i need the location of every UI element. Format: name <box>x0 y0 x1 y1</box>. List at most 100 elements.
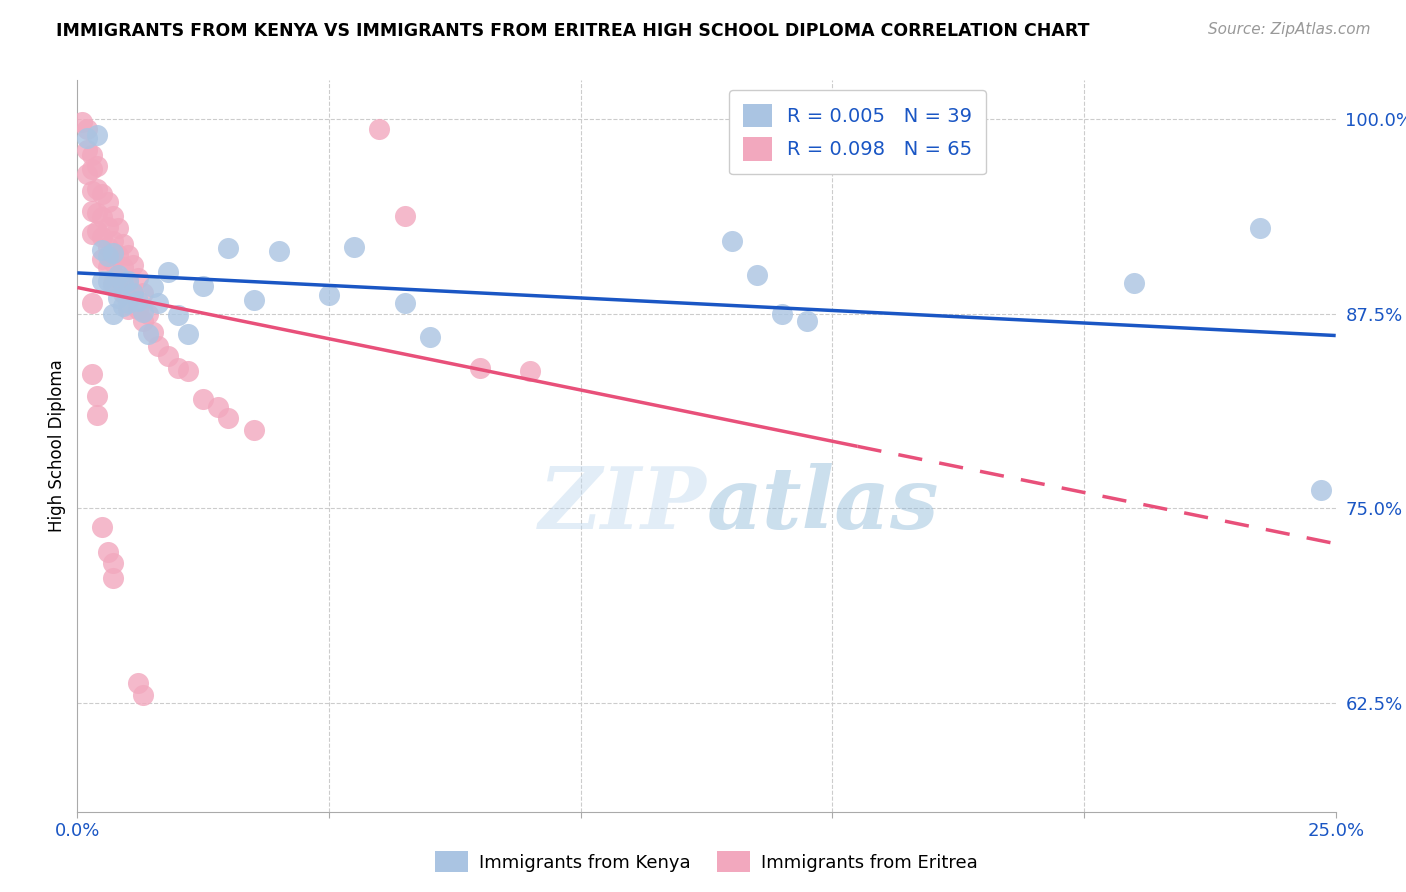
Point <box>82 368 104 382</box>
Point <box>91 211 114 225</box>
Point <box>132 314 155 328</box>
Point <box>111 260 134 274</box>
Point <box>82 227 104 242</box>
Point <box>121 259 143 273</box>
Point <box>86 389 108 403</box>
Point <box>86 224 108 238</box>
Point <box>136 307 159 321</box>
Point <box>101 276 124 290</box>
Point <box>1309 483 1331 497</box>
Point <box>745 268 768 282</box>
Point <box>111 299 134 313</box>
Point <box>86 182 108 196</box>
Point <box>86 205 108 219</box>
Point <box>468 361 491 376</box>
Point <box>167 361 190 376</box>
Point <box>107 268 129 282</box>
Point <box>117 274 139 288</box>
Point <box>191 278 215 293</box>
Point <box>91 243 114 257</box>
Point <box>101 234 124 248</box>
Point <box>91 274 114 288</box>
Point <box>107 221 129 235</box>
Point <box>96 194 118 209</box>
Point <box>111 236 134 251</box>
Point <box>121 286 143 301</box>
Point <box>82 161 104 176</box>
Point <box>368 121 391 136</box>
Point <box>101 307 124 321</box>
Text: IMMIGRANTS FROM KENYA VS IMMIGRANTS FROM ERITREA HIGH SCHOOL DIPLOMA CORRELATION: IMMIGRANTS FROM KENYA VS IMMIGRANTS FROM… <box>56 22 1090 40</box>
Point <box>132 305 155 319</box>
Point <box>167 308 190 322</box>
Point <box>117 295 139 310</box>
Point <box>96 240 118 254</box>
Point <box>394 209 416 223</box>
Point <box>101 255 124 269</box>
Point <box>82 148 104 162</box>
Point <box>1249 221 1271 235</box>
Point <box>156 349 179 363</box>
Point <box>156 265 179 279</box>
Point <box>127 301 149 316</box>
Point <box>242 424 264 438</box>
Point <box>107 271 129 285</box>
Point <box>111 286 134 301</box>
Text: ZIP: ZIP <box>538 463 707 546</box>
Point <box>267 244 290 259</box>
Point <box>76 167 98 181</box>
Point <box>96 249 118 263</box>
Point <box>242 293 264 307</box>
Point <box>76 144 98 158</box>
Point <box>111 276 134 290</box>
Point <box>177 326 200 341</box>
Point <box>86 408 108 422</box>
Point <box>132 688 155 702</box>
Point <box>76 131 98 145</box>
Point <box>107 247 129 261</box>
Point <box>191 392 215 407</box>
Point <box>101 556 124 570</box>
Point <box>91 252 114 267</box>
Point <box>796 314 818 328</box>
Point <box>720 234 742 248</box>
Point <box>146 339 169 353</box>
Point <box>86 128 108 142</box>
Point <box>177 364 200 378</box>
Point <box>343 240 366 254</box>
Point <box>1123 276 1146 290</box>
Point <box>91 186 114 201</box>
Point <box>82 204 104 219</box>
Y-axis label: High School Diploma: High School Diploma <box>48 359 66 533</box>
Point <box>127 675 149 690</box>
Point <box>72 115 94 129</box>
Point <box>91 520 114 534</box>
Point <box>142 280 165 294</box>
Point <box>101 246 124 260</box>
Point <box>132 286 155 301</box>
Point <box>207 400 229 414</box>
Point <box>117 274 139 288</box>
Point <box>770 307 793 321</box>
Point <box>121 286 143 301</box>
Point <box>127 271 149 285</box>
Text: atlas: atlas <box>707 463 939 546</box>
Point <box>419 330 441 344</box>
Point <box>142 326 165 340</box>
Point <box>127 294 149 309</box>
Point <box>96 545 118 559</box>
Point <box>136 326 159 341</box>
Point <box>519 364 541 378</box>
Text: Source: ZipAtlas.com: Source: ZipAtlas.com <box>1208 22 1371 37</box>
Point <box>107 291 129 305</box>
Legend: Immigrants from Kenya, Immigrants from Eritrea: Immigrants from Kenya, Immigrants from E… <box>429 844 984 880</box>
Point <box>101 209 124 223</box>
Point <box>101 278 124 293</box>
Point <box>91 230 114 244</box>
Point <box>146 295 169 310</box>
Point <box>82 184 104 198</box>
Point <box>96 219 118 234</box>
Point <box>101 571 124 585</box>
Point <box>82 295 104 310</box>
Point <box>217 241 239 255</box>
